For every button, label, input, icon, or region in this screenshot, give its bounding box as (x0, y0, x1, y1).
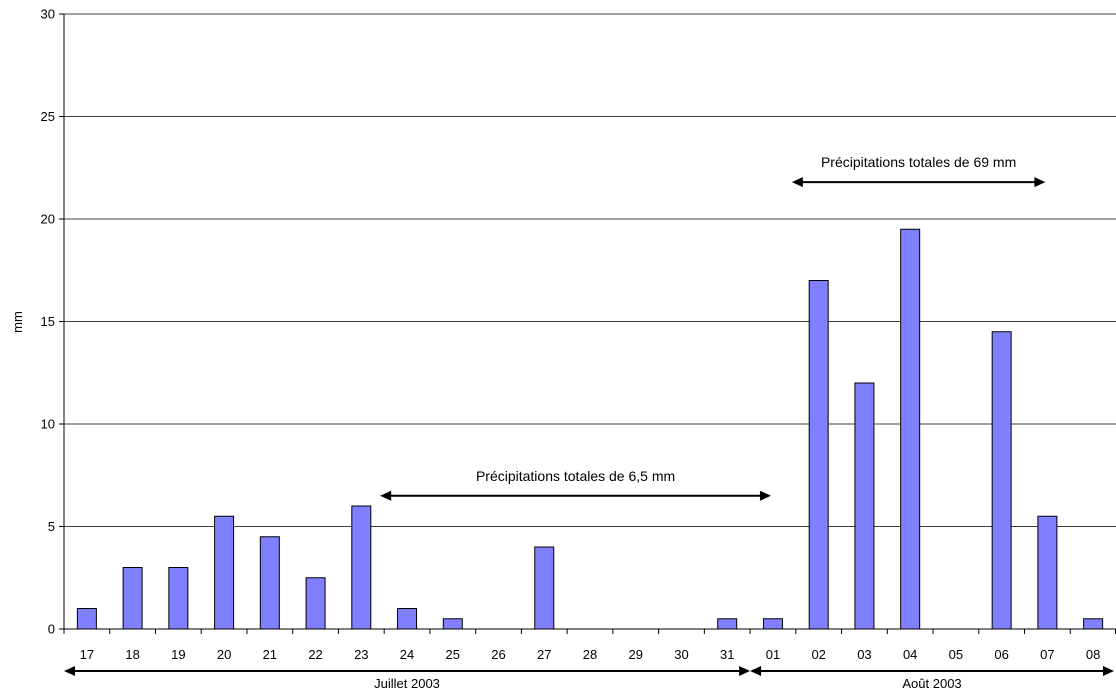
x-tick-label: 25 (446, 647, 460, 662)
x-tick-label: 26 (491, 647, 505, 662)
x-tick-label: 23 (354, 647, 368, 662)
bar-25 (442, 618, 463, 630)
x-axis-ticks: 17 18 19 20 21 22 23 24 25 26 27 28 29 30 31 01 02 03 04 05… (63, 629, 1116, 662)
bars (76, 228, 1104, 630)
bar-08 (1083, 618, 1104, 630)
x-tick-label: 08 (1086, 647, 1100, 662)
gridlines (64, 13, 1116, 527)
month-span-arrow (750, 666, 1114, 676)
bar-24 (397, 608, 418, 630)
annotation-arrow (380, 490, 771, 501)
annotations: Précipitations totales de 6,5 mm Précipit… (380, 154, 1046, 501)
annotation-label: Précipitations totales de 6,5 mm (476, 468, 675, 484)
annotation-label: Précipitations totales de 69 mm (821, 154, 1016, 170)
bar-27 (534, 546, 555, 630)
bar-22 (305, 577, 326, 630)
bar-01 (762, 618, 783, 630)
bar-04 (900, 228, 921, 630)
x-tick-label: 22 (308, 647, 322, 662)
bar-18 (122, 567, 143, 630)
bar-06 (991, 331, 1012, 630)
y-tick-label: 15 (41, 314, 55, 329)
bar-17 (76, 608, 97, 630)
x-tick-label: 19 (171, 647, 185, 662)
x-tick-label: 29 (629, 647, 643, 662)
x-tick-label: 07 (1040, 647, 1054, 662)
annotation-arrow (791, 177, 1046, 188)
bar-03 (854, 382, 875, 630)
x-tick-label: 06 (994, 647, 1008, 662)
y-axis-label: mm (10, 311, 25, 333)
x-tick-label: 01 (766, 647, 780, 662)
x-tick-label: 31 (720, 647, 734, 662)
x-tick-label: 03 (857, 647, 871, 662)
x-tick-label: 20 (217, 647, 231, 662)
bar-20 (214, 515, 235, 630)
bar-07 (1037, 515, 1058, 630)
x-tick-label: 27 (537, 647, 551, 662)
y-tick-label: 10 (41, 417, 55, 432)
x-tick-label: 30 (674, 647, 688, 662)
x-tick-label: 24 (400, 647, 414, 662)
y-axis-ticks: 0 5 10 15 20 25 30 (41, 7, 64, 637)
x-tick-label: 28 (583, 647, 597, 662)
bar-31 (717, 618, 738, 630)
y-tick-label: 5 (48, 519, 55, 534)
month-span-arrow (64, 666, 751, 676)
bar-19 (168, 567, 189, 630)
x-tick-label: 02 (811, 647, 825, 662)
y-tick-label: 30 (41, 7, 55, 22)
bar-02 (808, 280, 829, 630)
x-tick-label: 17 (80, 647, 94, 662)
bar-21 (259, 536, 280, 630)
month-label: Août 2003 (902, 676, 961, 691)
x-tick-label: 18 (125, 647, 139, 662)
x-tick-label: 05 (949, 647, 963, 662)
y-tick-label: 0 (48, 622, 55, 637)
month-spans: Juillet 2003 Août 2003 (64, 666, 1114, 691)
x-tick-label: 04 (903, 647, 917, 662)
x-tick-label: 21 (263, 647, 277, 662)
y-tick-label: 20 (41, 212, 55, 227)
bar-23 (351, 505, 372, 630)
y-tick-label: 25 (41, 109, 55, 124)
month-label: Juillet 2003 (374, 676, 440, 691)
